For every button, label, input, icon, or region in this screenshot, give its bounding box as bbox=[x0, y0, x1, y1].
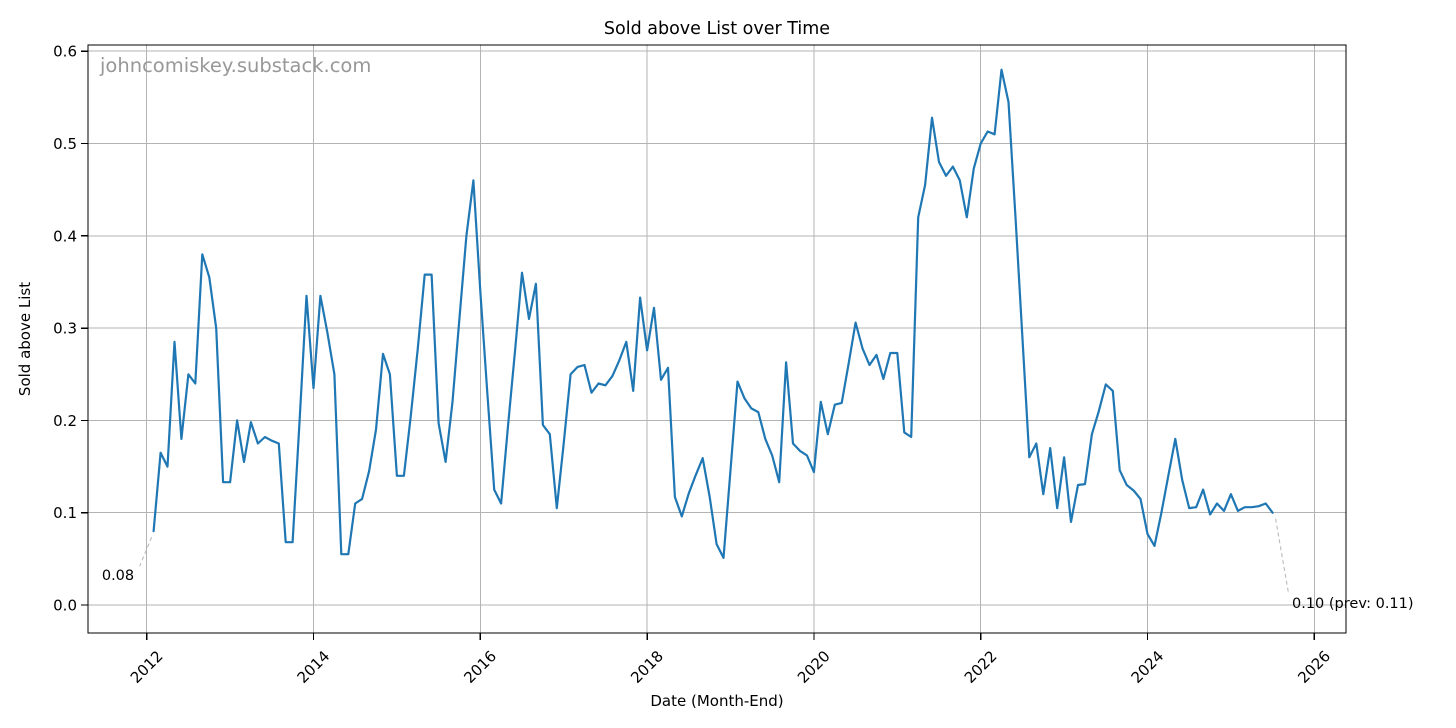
x-tick-label: 2016 bbox=[460, 647, 500, 687]
x-tick-label: 2018 bbox=[627, 647, 667, 687]
tick-marks bbox=[81, 50, 1315, 640]
x-tick-label: 2026 bbox=[1294, 647, 1334, 687]
x-tick-label: 2022 bbox=[961, 647, 1001, 687]
y-tick-label: 0.1 bbox=[53, 504, 77, 522]
annotation-first-connector bbox=[139, 536, 153, 567]
annotation-connectors bbox=[139, 518, 1290, 594]
x-tick-label: 2012 bbox=[127, 647, 167, 687]
data-line bbox=[152, 68, 1274, 560]
annotation-first-value: 0.08 bbox=[101, 568, 135, 584]
watermark-text: johncomiskey.substack.com bbox=[100, 54, 372, 77]
tick-labels: 2012 2014 2016 2018 2020 2022 2024 2026 0.0 0.1 0.… bbox=[53, 43, 1334, 687]
y-tick-label: 0.2 bbox=[53, 412, 77, 430]
x-tick-label: 2024 bbox=[1128, 647, 1168, 687]
x-tick-label: 2014 bbox=[294, 647, 334, 687]
x-axis-label: Date (Month-End) bbox=[650, 692, 784, 710]
y-axis-label: Sold above List bbox=[16, 281, 34, 397]
y-tick-label: 0.4 bbox=[53, 227, 77, 245]
y-tick-label: 0.6 bbox=[53, 43, 77, 61]
x-tick-label: 2020 bbox=[794, 647, 834, 687]
plot-frame bbox=[87, 44, 1347, 634]
y-tick-label: 0.3 bbox=[53, 320, 77, 338]
annotation-last-value: 0.10 (prev: 0.11) bbox=[1292, 596, 1414, 612]
chart-title: Sold above List over Time bbox=[603, 19, 831, 39]
annotation-last-connector bbox=[1275, 518, 1290, 594]
y-tick-label: 0.5 bbox=[53, 135, 77, 153]
y-tick-label: 0.0 bbox=[53, 597, 77, 615]
